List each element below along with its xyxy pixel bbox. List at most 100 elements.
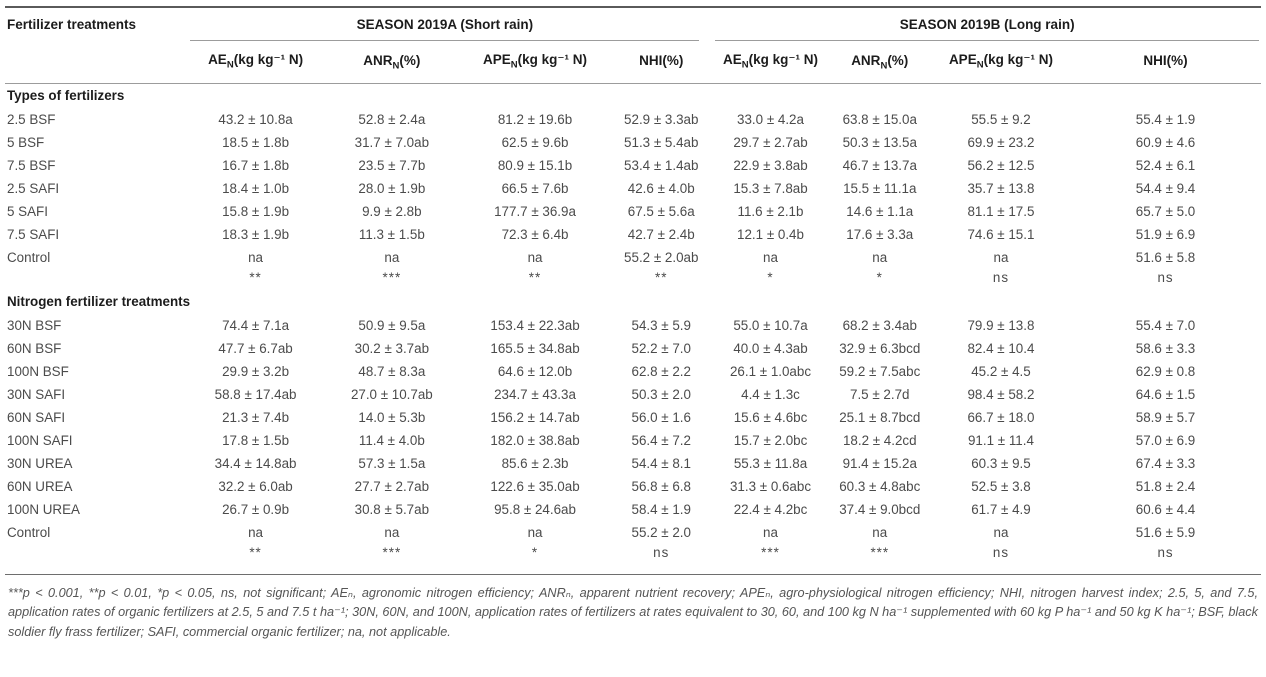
value-cell: 12.1 ± 0.4b xyxy=(737,227,804,242)
treatment-row: 2.5 BSF 43.2 ± 10.8a 52.8 ± 2.4a 81.2 ± 19.… xyxy=(5,108,1261,131)
season-header-row: Fertilizer treatments SEASON 2019A (Shor… xyxy=(5,7,1261,41)
value-cell: 55.0 ± 10.7a xyxy=(733,318,808,333)
metric-subscript: N xyxy=(741,59,749,71)
significance-cell: * xyxy=(767,270,774,285)
section-header-row: Types of fertilizers xyxy=(5,84,1261,109)
value-cell: 22.4 ± 4.2bc xyxy=(733,502,808,517)
value-cell: 35.7 ± 13.8 xyxy=(967,181,1035,196)
treatment-label: 30N UREA xyxy=(7,456,73,471)
value-cell: 15.5 ± 11.1a xyxy=(843,181,917,196)
value-cell: 156.2 ± 14.7ab xyxy=(490,410,580,425)
value-cell: 17.6 ± 3.3a xyxy=(846,227,914,242)
value-cell: 80.9 ± 15.1b xyxy=(497,158,573,173)
value-cell: 165.5 ± 34.8ab xyxy=(490,341,580,356)
value-cell: na xyxy=(248,525,264,540)
season-2019a-label: SEASON 2019A (Short rain) xyxy=(190,8,700,41)
value-cell: 33.0 ± 4.2a xyxy=(737,112,804,127)
value-cell: 68.2 ± 3.4ab xyxy=(842,318,917,333)
value-cell: 91.4 ± 15.2a xyxy=(842,456,917,471)
value-cell: na xyxy=(527,525,543,540)
treatment-label: 60N BSF xyxy=(7,341,62,356)
value-cell: 66.7 ± 18.0 xyxy=(967,410,1035,425)
section-header-row: Nitrogen fertilizer treatments xyxy=(5,290,1261,314)
treatment-label: 100N UREA xyxy=(7,502,80,517)
treatment-label xyxy=(5,269,188,290)
value-cell: 51.8 ± 2.4 xyxy=(1135,479,1196,494)
value-cell: 11.6 ± 2.1b xyxy=(737,204,804,219)
value-cell: 26.1 ± 1.0abc xyxy=(729,364,812,379)
value-cell: 9.9 ± 2.8b xyxy=(362,204,422,219)
treatment-label: Control xyxy=(7,525,51,540)
value-cell: 56.0 ± 1.6 xyxy=(631,410,691,425)
significance-row: ** *** ** ** * * ns ns xyxy=(5,269,1261,290)
value-cell: 153.4 ± 22.3ab xyxy=(490,318,580,333)
value-cell: 51.9 ± 6.9 xyxy=(1135,227,1196,242)
value-cell: 30.2 ± 3.7ab xyxy=(354,341,430,356)
treatment-label: 2.5 SAFI xyxy=(7,181,60,196)
value-cell: na xyxy=(384,250,400,265)
value-cell: 59.2 ± 7.5abc xyxy=(839,364,921,379)
season-2019b-header: SEASON 2019B (Long rain) xyxy=(713,7,1261,41)
value-cell: na xyxy=(384,525,400,540)
value-cell: 91.1 ± 11.4 xyxy=(967,433,1034,448)
metric-subscript: N xyxy=(510,59,518,71)
metric-header-apen-2019b: APEN(kg kg⁻¹ N) xyxy=(931,41,1071,84)
value-cell: 60.6 ± 4.4 xyxy=(1135,502,1196,517)
treatment-row: 30N SAFI 58.8 ± 17.4ab 27.0 ± 10.7ab 234.7 … xyxy=(5,383,1261,406)
value-cell: 4.4 ± 1.3c xyxy=(741,387,800,402)
value-cell: 32.9 ± 6.3bcd xyxy=(839,341,921,356)
value-cell: 51.6 ± 5.8 xyxy=(1135,250,1196,265)
treatment-row: 7.5 SAFI 18.3 ± 1.9b 11.3 ± 1.5b 72.3 ± 6.4… xyxy=(5,223,1261,246)
metric-header-aen-2019b: AEN(kg kg⁻¹ N) xyxy=(713,41,828,84)
significance-cell: ns xyxy=(992,545,1010,560)
value-cell: na xyxy=(527,250,543,265)
metric-header-anrn-2019a: ANRN(%) xyxy=(322,41,461,84)
value-cell: 30.8 ± 5.7ab xyxy=(354,502,430,517)
significance-cell: ** xyxy=(249,270,262,285)
value-cell: 28.0 ± 1.9b xyxy=(358,181,426,196)
value-cell: 54.4 ± 8.1 xyxy=(631,456,691,471)
metric-prefix: AE xyxy=(722,52,742,67)
value-cell: 43.2 ± 10.8a xyxy=(218,112,293,127)
value-cell: 52.5 ± 3.8 xyxy=(971,479,1031,494)
significance-cell: ** xyxy=(249,545,262,560)
value-cell: na xyxy=(248,250,264,265)
section-header: Types of fertilizers xyxy=(7,88,125,103)
metric-prefix: NHI xyxy=(639,52,663,68)
value-cell: 11.4 ± 4.0b xyxy=(358,433,425,448)
significance-row: ** *** * ns *** *** ns ns xyxy=(5,544,1261,575)
value-cell: 40.0 ± 4.3ab xyxy=(733,341,808,356)
metric-suffix: (%) xyxy=(1166,52,1188,68)
value-cell: 16.7 ± 1.8b xyxy=(222,158,290,173)
significance-cell: ** xyxy=(528,270,542,285)
value-cell: 65.7 ± 5.0 xyxy=(1135,204,1196,219)
value-cell: 15.6 ± 4.6bc xyxy=(733,410,808,425)
treatment-label: 60N SAFI xyxy=(7,410,66,425)
value-cell: 61.7 ± 4.9 xyxy=(971,502,1031,517)
value-cell: 18.2 ± 4.2cd xyxy=(842,433,917,448)
value-cell: 64.6 ± 12.0b xyxy=(497,364,573,379)
table-footnote: ***p < 0.001, **p < 0.01, *p < 0.05, ns,… xyxy=(8,586,1258,639)
treatment-label: 2.5 BSF xyxy=(7,112,56,127)
metric-suffix: (%) xyxy=(887,52,909,68)
value-cell: na xyxy=(872,250,888,265)
treatment-row: 5 SAFI 15.8 ± 1.9b 9.9 ± 2.8b 177.7 ± 36.9a… xyxy=(5,200,1261,223)
value-cell: na xyxy=(993,250,1009,265)
significance-cell: ns xyxy=(992,270,1010,285)
treatment-row: 60N UREA 32.2 ± 6.0ab 27.7 ± 2.7ab 122.6 ± … xyxy=(5,475,1261,498)
metric-prefix: AE xyxy=(208,52,227,67)
season-2019b-label: SEASON 2019B (Long rain) xyxy=(715,8,1259,41)
value-cell: 60.9 ± 4.6 xyxy=(1135,135,1196,150)
treatment-label: 100N SAFI xyxy=(7,433,73,448)
value-cell: 23.5 ± 7.7b xyxy=(358,158,426,173)
value-cell: 67.4 ± 3.3 xyxy=(1135,456,1196,471)
value-cell: 74.6 ± 15.1 xyxy=(967,227,1035,242)
value-cell: 56.8 ± 6.8 xyxy=(631,479,691,494)
value-cell: 177.7 ± 36.9a xyxy=(494,204,576,219)
metric-header-nhi-2019a: NHI(%) xyxy=(609,41,714,84)
significance-cell: *** xyxy=(761,545,780,560)
metric-prefix: ANR xyxy=(363,52,393,68)
treatment-label: 7.5 BSF xyxy=(7,158,56,173)
value-cell: 25.1 ± 8.7bcd xyxy=(839,410,921,425)
value-cell: 60.3 ± 4.8abc xyxy=(839,479,921,494)
